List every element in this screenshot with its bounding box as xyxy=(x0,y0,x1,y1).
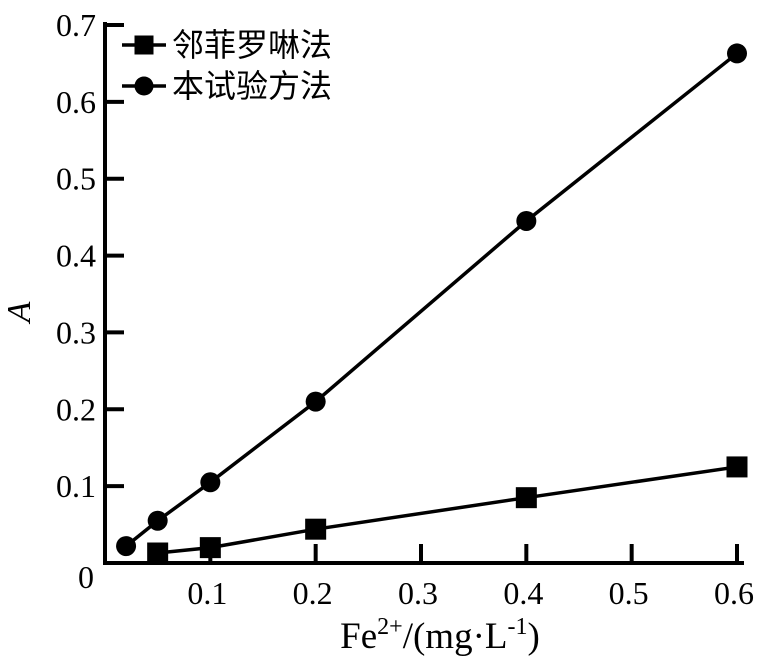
x-tick-label: 0.3 xyxy=(398,575,438,611)
y-axis-title: A xyxy=(1,301,38,324)
square-marker-icon xyxy=(199,537,221,559)
circle-marker-icon xyxy=(200,472,221,493)
axes-layer xyxy=(103,22,744,565)
x-axis-title: Fe2+/(mg·L-1) xyxy=(340,614,540,657)
x-tick-label: 0.1 xyxy=(187,575,227,611)
y-tick-label: 0.7 xyxy=(56,7,96,43)
series-square xyxy=(147,456,748,564)
series-circle xyxy=(116,43,747,557)
circle-marker-icon xyxy=(305,391,326,412)
y-tick-label: 0.6 xyxy=(56,84,96,120)
circle-marker-icon xyxy=(516,210,537,231)
x-tick-label: 0.2 xyxy=(293,575,333,611)
square-marker-icon xyxy=(147,542,169,564)
x-tick-label: 0.6 xyxy=(714,575,754,611)
series-line xyxy=(157,465,738,555)
x-tick-label: 0.4 xyxy=(503,575,543,611)
y-tick-label: 0 xyxy=(78,559,94,595)
axis-labels-layer: 0 0.1 0.2 0.3 0.4 0.5 0.6 0.7 0.1 0.2 0.3 0.4 0.5 0.6… xyxy=(1,7,754,657)
legend-item: 本试验方法 xyxy=(122,68,332,104)
y-tick-label: 0.2 xyxy=(56,391,96,427)
square-marker-icon xyxy=(726,456,748,478)
legend-label: 本试验方法 xyxy=(172,68,332,104)
circle-marker-icon xyxy=(116,536,137,557)
y-tick-label: 0.5 xyxy=(56,161,96,197)
square-marker-icon xyxy=(515,487,537,509)
legend-item: 邻菲罗啉法 xyxy=(122,27,332,63)
series-line xyxy=(124,52,739,548)
square-marker-icon xyxy=(134,35,154,55)
x-tick-label: 0.5 xyxy=(609,575,649,611)
circle-marker-icon xyxy=(727,43,747,64)
circle-marker-icon xyxy=(147,510,168,531)
legend-label: 邻菲罗啉法 xyxy=(172,27,332,63)
y-tick-label: 0.1 xyxy=(56,468,96,504)
y-tick-label: 0.4 xyxy=(56,238,96,274)
circle-marker-icon xyxy=(134,76,154,96)
square-marker-icon xyxy=(305,518,327,540)
y-tick-label: 0.3 xyxy=(56,314,96,350)
series-layer xyxy=(116,43,748,564)
